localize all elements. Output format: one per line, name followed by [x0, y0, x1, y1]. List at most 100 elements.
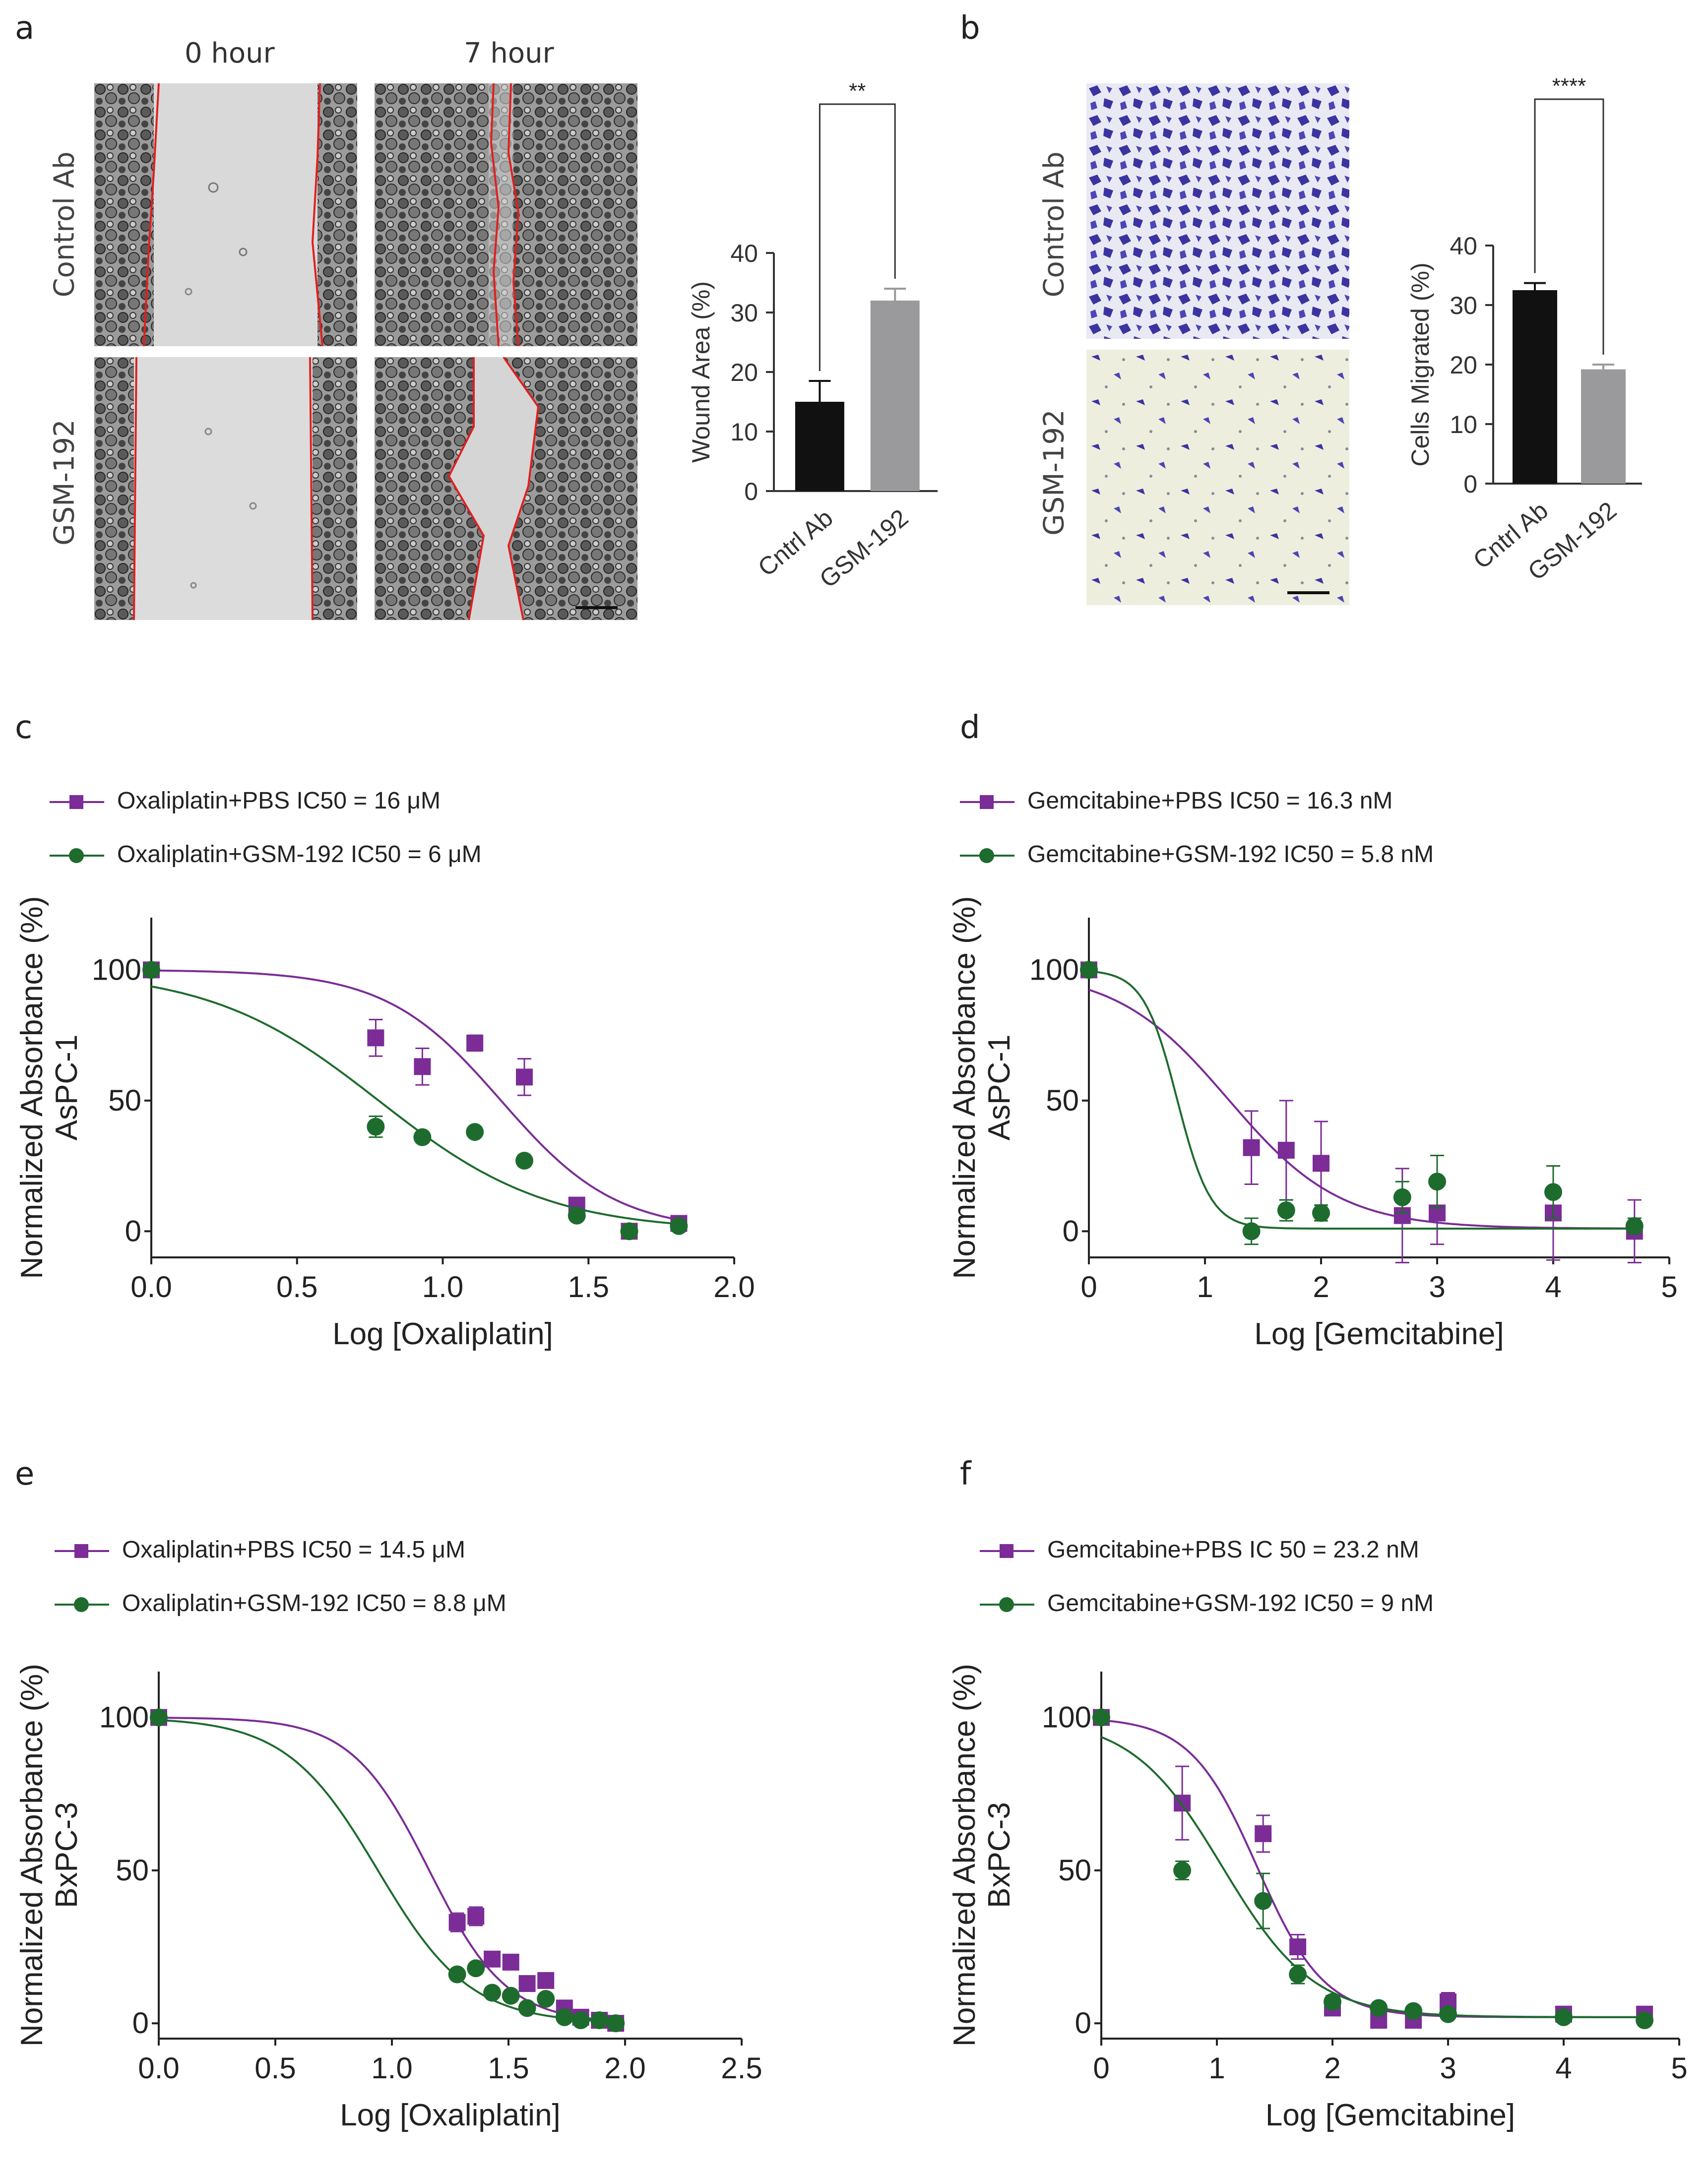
dose-response-chart-c: 0 50 100 0.0 0.5 1.0 1.5 2.0 Log [Oxaliplatin] No…: [10, 883, 804, 1419]
y-tick-label: 30: [730, 299, 758, 327]
y-tick-label: 10: [730, 418, 758, 446]
significance-bracket: [819, 103, 896, 371]
y-tick-label: 20: [730, 359, 758, 386]
y-tick-label: 0: [1463, 470, 1477, 498]
bar-chart-wound-area: 0 10 20 30 40 Wound Area (%) Cntrl Ab GSM-192 **: [645, 69, 952, 630]
y-tick-label: 100: [99, 1701, 149, 1734]
x-tick-label: 2.5: [721, 2052, 762, 2085]
y-tick-label: 50: [108, 1084, 141, 1117]
y-tick-label: 0: [132, 2006, 149, 2040]
data-point-gsm: [413, 1128, 432, 1146]
data-point-gsm: [1544, 1183, 1562, 1201]
y-tick-label: 0: [125, 1214, 141, 1247]
y-tick-label: 40: [1450, 232, 1477, 260]
dose-response-chart-e: 0 50 100 0.0 0.5 1.0 1.5 2.0 2.5 Log [Oxaliplatin…: [10, 1632, 804, 2168]
data-point-gsm: [607, 2014, 625, 2033]
panel-label-a: a: [15, 10, 35, 47]
x-tick-label: 5: [1671, 2052, 1687, 2085]
row-label-control-ab-b: Control Ab: [1038, 151, 1071, 298]
legend-c-pbs-label: Oxaliplatin+PBS IC50 = 16 μM: [117, 787, 441, 814]
legend-c-pbs: Oxaliplatin+PBS IC50 = 16 μM: [50, 774, 482, 827]
x-tick-label: 0.5: [254, 2052, 296, 2085]
micrograph-gsm-7h: [375, 357, 637, 620]
y-tick-label: 100: [1029, 953, 1079, 986]
x-tick-label: 2.0: [713, 1270, 755, 1304]
x-tick-label: 2.0: [604, 2052, 645, 2085]
legend-c: Oxaliplatin+PBS IC50 = 16 μM Oxaliplatin…: [50, 774, 482, 881]
data-point-gsm: [620, 1222, 638, 1241]
micrograph-gsm-0h: [94, 357, 357, 620]
x-axis-title: Log [Oxaliplatin]: [340, 2098, 561, 2132]
micrograph-control-7h: [375, 83, 637, 346]
data-point-pbs: [1313, 1155, 1329, 1172]
data-point-pbs: [367, 1029, 384, 1047]
x-tick-label: 2: [1313, 1270, 1329, 1304]
x-tick-label: 4: [1545, 1270, 1561, 1304]
data-point-gsm: [518, 1999, 536, 2017]
data-point-pbs: [1255, 1825, 1272, 1842]
fit-curve-pbs: [158, 1717, 616, 2022]
x-tick-label: 0.5: [276, 1270, 317, 1304]
chart-e-svg: 0 50 100 0.0 0.5 1.0 1.5 2.0 2.5 Log [Oxaliplatin…: [15, 1664, 762, 2132]
data-point-gsm: [1242, 1222, 1261, 1241]
significance-label: **: [849, 79, 866, 103]
dose-response-chart-d: 0 50 100 0 1 2 3 4 5 Log [Gemcitabine] Normalized …: [943, 883, 1707, 1419]
data-point-gsm: [467, 1959, 485, 1978]
panel-label-e: e: [15, 1456, 35, 1493]
data-point-pbs: [467, 1908, 485, 1925]
bar: [1581, 369, 1626, 484]
data-point-pbs: [1277, 1141, 1295, 1159]
legend-e: Oxaliplatin+PBS IC50 = 14.5 μM Oxaliplat…: [55, 1523, 506, 1630]
panel-label-d: d: [960, 709, 980, 746]
data-point-gsm: [1428, 1173, 1446, 1191]
data-point-gsm: [515, 1152, 533, 1170]
x-tick-label: 1: [1208, 2052, 1225, 2085]
y-tick-label: 0: [744, 478, 758, 505]
y-axis-subtitle: BxPC-3: [982, 1802, 1016, 1908]
y-tick-label: 100: [92, 953, 141, 986]
y-axis-title: Normalized Absorbance (%): [15, 896, 49, 1279]
bar: [795, 402, 844, 491]
legend-e-gsm-label: Oxaliplatin+GSM-192 IC50 = 8.8 μM: [122, 1590, 506, 1617]
data-point-gsm: [568, 1206, 586, 1225]
data-point-gsm: [1404, 2002, 1423, 2020]
chart-f-svg: 0 50 100 0 1 2 3 4 5 Log [Gemcitabine] Normalized …: [948, 1664, 1688, 2132]
x-tick-label: 0: [1093, 2052, 1109, 2085]
y-tick-label: 10: [1450, 411, 1477, 438]
legend-d-pbs-label: Gemcitabine+PBS IC50 = 16.3 nM: [1027, 787, 1393, 814]
x-tick-label: 2: [1324, 2052, 1340, 2085]
data-point-gsm: [1636, 2011, 1654, 2029]
significance-label: ****: [1552, 74, 1586, 98]
x-tick-label: 0: [1080, 1270, 1097, 1304]
data-point-pbs: [414, 1058, 431, 1075]
data-point-pbs: [516, 1068, 533, 1086]
data-point-gsm: [1092, 1708, 1110, 1727]
panel-label-f: f: [960, 1456, 971, 1493]
x-tick-label: 4: [1555, 2052, 1572, 2085]
y-tick-label: 0: [1075, 2006, 1091, 2040]
data-point-gsm: [1393, 1188, 1411, 1206]
fit-curve-gsm: [151, 985, 679, 1225]
panel-label-b: b: [960, 10, 980, 47]
fit-curve-gsm: [158, 1719, 616, 2023]
data-point-gsm: [448, 1965, 466, 1984]
micrograph-transwell-gsm: [1086, 350, 1349, 605]
data-point-gsm: [1370, 1999, 1388, 2017]
bar: [1513, 290, 1557, 484]
legend-c-gsm: Oxaliplatin+GSM-192 IC50 = 6 μM: [50, 827, 482, 881]
legend-f-pbs-label: Gemcitabine+PBS IC 50 = 23.2 nM: [1047, 1536, 1419, 1563]
data-point-pbs: [1243, 1139, 1260, 1156]
legend-c-gsm-label: Oxaliplatin+GSM-192 IC50 = 6 μM: [117, 841, 482, 868]
bar: [870, 301, 920, 491]
y-axis-title: Normalized Absorbance (%): [948, 896, 982, 1279]
legend-f-gsm-label: Gemcitabine+GSM-192 IC50 = 9 nM: [1047, 1590, 1434, 1617]
data-point-pbs: [537, 1972, 555, 1989]
data-point-pbs: [1289, 1938, 1307, 1955]
x-tick-label: 0.0: [138, 2052, 179, 2085]
significance-bracket: [1534, 98, 1604, 355]
legend-d-gsm: Gemcitabine+GSM-192 IC50 = 5.8 nM: [960, 827, 1434, 881]
legend-f-gsm: Gemcitabine+GSM-192 IC50 = 9 nM: [980, 1576, 1434, 1630]
data-point-pbs: [502, 1953, 519, 1971]
